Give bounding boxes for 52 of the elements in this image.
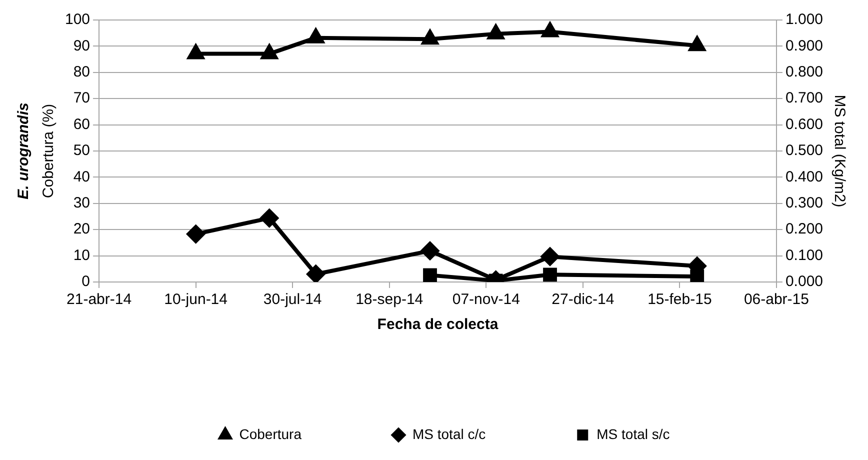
point — [690, 270, 704, 282]
legend-label: MS total c/c — [412, 426, 486, 442]
y-tick-label: 30 — [73, 194, 90, 212]
y-tick-label: 60 — [73, 116, 90, 133]
y2-tick-label: 0.000 — [785, 273, 824, 290]
y2-tick-label: 0.900 — [785, 37, 824, 54]
point — [306, 265, 325, 282]
legend-label: Cobertura — [239, 426, 302, 442]
y-tick-label: 20 — [73, 220, 90, 238]
point — [488, 24, 504, 40]
text: E. urograndis — [15, 102, 32, 200]
y-tick-label: 100 — [64, 11, 90, 28]
y2-tick-label: 0.600 — [785, 116, 824, 133]
y-tick-label: 50 — [73, 142, 90, 160]
y-axis-title: Cobertura (%) — [40, 104, 58, 198]
y-tick-label: 80 — [73, 64, 90, 81]
y2-tick-label: 0.300 — [785, 194, 824, 212]
point — [260, 209, 278, 228]
point — [423, 268, 437, 282]
y-tick-label: 10 — [73, 246, 90, 264]
y2-tick-label: 0.800 — [785, 64, 824, 81]
point — [261, 44, 278, 60]
point — [186, 225, 205, 244]
y-tick-label: 70 — [73, 90, 90, 107]
x-tick-label: 06-abr-15 — [744, 291, 809, 308]
y2-tick-label: 0.200 — [785, 220, 824, 238]
point — [188, 44, 204, 60]
x-axis-title: Fecha de colecta — [377, 316, 499, 334]
legend-label: MS total s/c — [596, 426, 670, 442]
x-tick-label: 18-sep-14 — [356, 291, 424, 308]
y2-tick-label: 0.700 — [785, 90, 824, 107]
y2-tick-label: 1.000 — [785, 11, 824, 28]
x-tick-label: 15-feb-15 — [648, 291, 712, 308]
x-tick-label: 27-dic-14 — [552, 291, 614, 308]
x-tick-label: 21-abr-14 — [66, 291, 132, 308]
point — [421, 242, 440, 260]
point — [541, 248, 560, 266]
y2-tick-label: 0.500 — [785, 142, 824, 160]
x-tick-label: 10-jun-14 — [164, 291, 228, 308]
point — [543, 268, 557, 282]
y-tick-label: 0 — [82, 273, 90, 290]
point — [422, 30, 438, 45]
y2-tick-label: 0.400 — [785, 168, 824, 186]
point — [542, 22, 558, 38]
y2-tick-label: 0.100 — [785, 246, 824, 264]
y-tick-label: 40 — [73, 168, 90, 186]
point — [689, 36, 706, 52]
x-tick-label: 07-nov-14 — [452, 291, 520, 308]
y2-axis-title: MS total (Kg/m2) — [830, 94, 848, 208]
x-tick-label: 30-jul-14 — [263, 291, 322, 308]
y-tick-label: 90 — [73, 37, 90, 54]
point — [308, 28, 324, 44]
